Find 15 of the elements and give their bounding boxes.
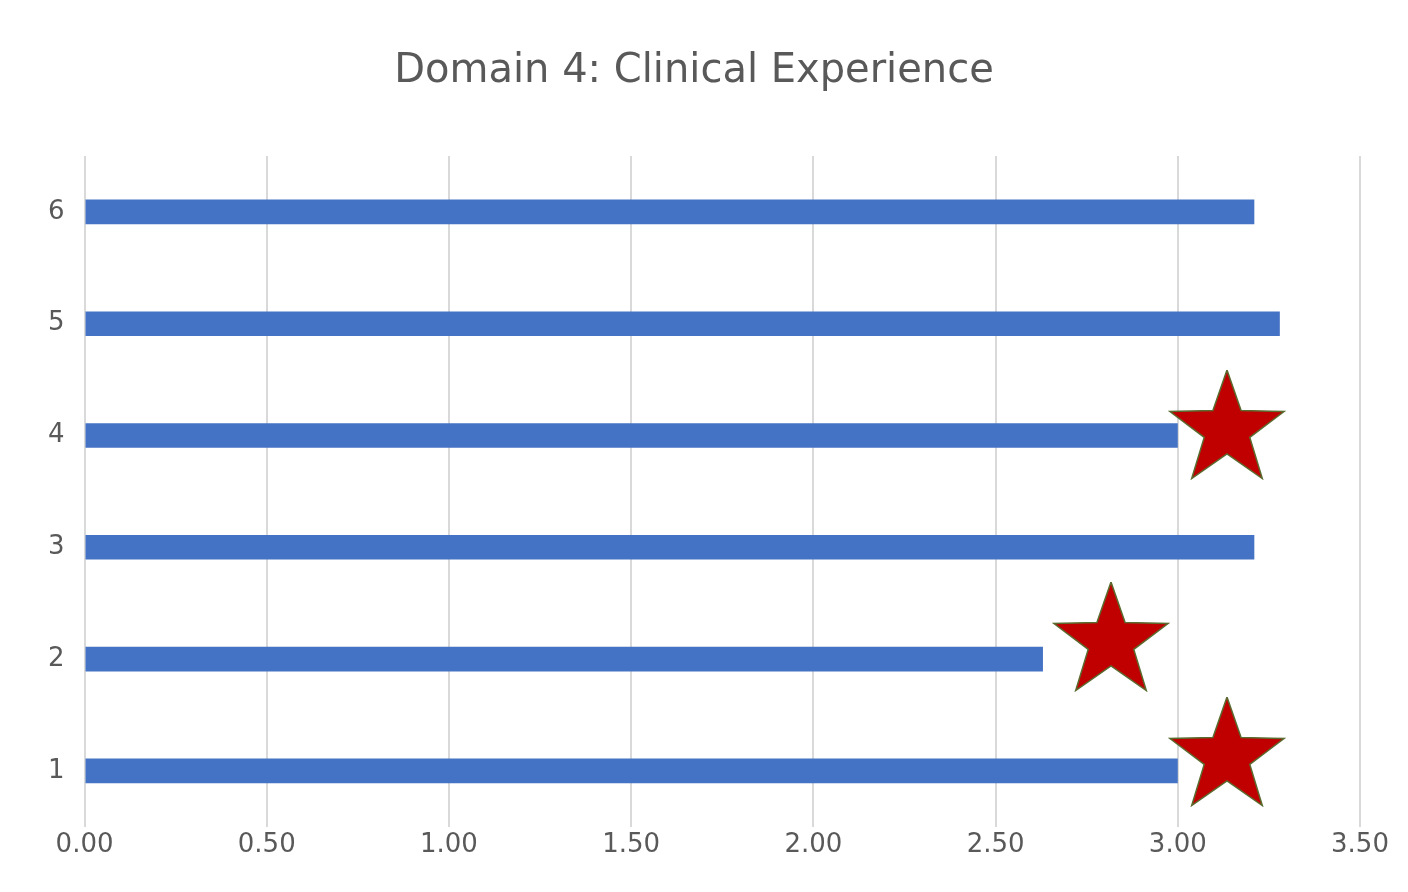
y-tick-label: 2 (48, 641, 65, 672)
y-tick-label: 4 (48, 418, 65, 449)
x-tick-label: 2.00 (784, 828, 843, 859)
y-tick-label: 1 (48, 753, 65, 784)
chart-title: Domain 4: Clinical Experience (394, 45, 994, 92)
x-tick-label: 0.00 (55, 828, 114, 859)
y-tick-label: 5 (48, 306, 65, 337)
x-tick-label: 1.50 (602, 828, 661, 859)
x-tick-label: 3.00 (1148, 828, 1207, 859)
x-tick-label: 1.00 (420, 828, 478, 859)
y-tick-label: 3 (48, 530, 65, 561)
x-tick-label: 3.50 (1331, 828, 1389, 859)
x-tick-label: 0.50 (237, 828, 296, 859)
y-tick-label: 6 (48, 194, 65, 225)
x-tick-label: 2.50 (966, 828, 1025, 859)
